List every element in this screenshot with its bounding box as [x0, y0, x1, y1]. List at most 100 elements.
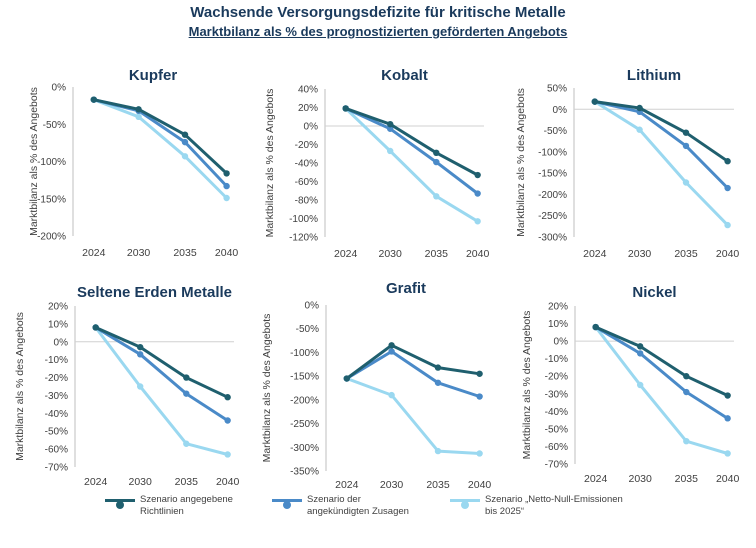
chart-ytick-1-3: -20% — [295, 140, 318, 151]
chart-ylabel-1: Marktbilanz als % des Angebots — [264, 89, 276, 238]
chart-ytick-4-6: -300% — [290, 443, 319, 454]
chart-point-1-1-1 — [386, 125, 394, 132]
chart-xtick-4-0: 2024 — [335, 479, 359, 491]
chart-ylabel-4: Marktbilanz als % des Angebots — [261, 314, 273, 463]
chart-ytick-0-0: 0% — [52, 83, 67, 94]
chart-point-2-0-2 — [682, 129, 690, 136]
legend-label-2b: angekündigten Zusagen — [307, 506, 409, 517]
chart-point-4-2-3 — [476, 450, 483, 457]
chart-xtick-1-3: 2040 — [466, 248, 490, 260]
chart-ytick-1-5: -60% — [295, 177, 318, 188]
chart-series-line-4-0 — [345, 343, 480, 380]
chart-ytick-1-7: -100% — [289, 214, 318, 225]
chart-point-3-0-2 — [183, 374, 190, 381]
chart-xtick-3-2: 2035 — [175, 476, 199, 488]
main-title: Wachsende Versorgungsdefizite für kritis… — [190, 4, 566, 21]
chart-ytick-3-9: -70% — [45, 463, 68, 474]
chart-ytick-1-8: -120% — [289, 233, 318, 244]
chart-point-4-2-1 — [388, 391, 395, 399]
chart-point-2-0-0 — [591, 98, 598, 105]
chart-ylabel-5: Marktbilanz als % des Angebots — [521, 311, 533, 460]
chart-ytick-2-7: -300% — [538, 233, 567, 244]
chart-ytick-3-3: -10% — [45, 355, 68, 366]
chart-series-line-2-2 — [594, 100, 729, 227]
chart-ytick-0-2: -100% — [37, 157, 66, 168]
chart-point-1-0-3 — [474, 171, 481, 179]
chart-point-5-1-3 — [724, 415, 731, 422]
chart-ytick-3-6: -40% — [45, 409, 68, 420]
legend-label-3b: bis 2025“ — [485, 506, 525, 517]
chart-ylabel-0: Marktbilanz als % des Angebots — [28, 87, 40, 236]
chart-point-1-0-2 — [433, 149, 440, 157]
chart-title-4: Grafit — [386, 280, 426, 297]
chart-point-1-2-3 — [474, 218, 481, 225]
chart-xtick-0-2: 2035 — [173, 247, 197, 259]
chart-point-1-1-2 — [433, 158, 440, 166]
chart-series-line-5-2 — [594, 326, 729, 455]
chart-point-3-2-1 — [136, 383, 144, 390]
chart-xtick-0-1: 2030 — [127, 247, 151, 259]
chart-series-line-5-1 — [594, 325, 729, 420]
chart-series-line-0-0 — [93, 98, 228, 175]
chart-title-5: Nickel — [632, 284, 676, 301]
chart-ytick-0-4: -200% — [37, 232, 66, 243]
chart-point-2-2-1 — [636, 126, 643, 133]
chart-ytick-3-7: -50% — [45, 427, 68, 438]
chart-ytick-5-9: -70% — [545, 460, 568, 471]
chart-ylabel-3: Marktbilanz als % des Angebots — [14, 312, 26, 461]
chart-xtick-0-3: 2040 — [215, 247, 239, 259]
chart-point-2-0-3 — [724, 158, 731, 165]
chart-point-5-0-0 — [592, 323, 599, 331]
chart-point-1-0-1 — [386, 120, 394, 128]
chart-ytick-3-1: 10% — [48, 319, 68, 330]
chart-title-3: Seltene Erden Metalle — [77, 284, 232, 301]
chart-point-4-1-3 — [476, 393, 483, 400]
chart-point-4-1-1 — [388, 348, 395, 355]
chart-xtick-3-0: 2024 — [84, 476, 108, 488]
chart-series-line-2-1 — [594, 100, 729, 190]
chart-ytick-5-8: -60% — [545, 442, 568, 453]
chart-xtick-2-1: 2030 — [628, 248, 652, 260]
chart-ytick-4-7: -350% — [290, 467, 319, 478]
chart-point-5-2-1 — [636, 381, 644, 389]
chart-xtick-1-2: 2035 — [425, 248, 449, 260]
chart-series-line-1-0 — [345, 106, 479, 177]
chart-point-0-1-3 — [223, 182, 230, 190]
chart-point-3-1-2 — [183, 390, 190, 397]
chart-point-4-2-2 — [434, 447, 442, 455]
chart-ytick-3-5: -30% — [45, 391, 68, 402]
chart-ylabel-2: Marktbilanz als % des Angebots — [515, 88, 527, 237]
chart-point-5-0-2 — [683, 373, 690, 380]
chart-title-0: Kupfer — [129, 67, 177, 84]
chart-point-4-0-1 — [388, 342, 395, 349]
chart-xtick-2-0: 2024 — [583, 248, 607, 260]
chart-point-1-2-1 — [386, 147, 394, 155]
chart-point-3-1-1 — [136, 351, 144, 358]
chart-ytick-3-4: -20% — [45, 373, 68, 384]
chart-point-2-1-2 — [682, 142, 690, 150]
chart-ytick-4-0: 0% — [305, 301, 320, 312]
chart-point-0-0-1 — [135, 106, 142, 113]
chart-point-0-0-0 — [90, 96, 98, 103]
chart-ytick-1-0: 40% — [298, 85, 318, 96]
chart-xtick-5-2: 2035 — [675, 473, 699, 485]
chart-point-4-1-2 — [434, 379, 442, 386]
chart-point-0-0-3 — [223, 170, 230, 177]
chart-point-1-0-0 — [342, 105, 349, 112]
chart-xtick-3-1: 2030 — [129, 476, 153, 488]
chart-point-2-0-1 — [636, 104, 643, 112]
chart-ytick-4-1: -50% — [296, 324, 319, 335]
chart-xtick-0-0: 2024 — [82, 247, 106, 259]
legend-label-1a: Szenario angegebene — [140, 494, 233, 505]
chart-xtick-2-2: 2035 — [674, 248, 698, 260]
chart-point-3-0-1 — [136, 343, 144, 351]
chart-series-line-3-0 — [95, 326, 229, 399]
chart-point-3-2-3 — [224, 451, 231, 458]
chart-ytick-3-2: 0% — [54, 337, 69, 348]
chart-ytick-0-3: -150% — [37, 194, 66, 205]
chart-title-2: Lithium — [627, 67, 681, 84]
chart-point-0-0-2 — [181, 131, 189, 138]
chart-xtick-2-3: 2040 — [716, 248, 740, 260]
chart-xtick-3-3: 2040 — [216, 476, 240, 488]
chart-xtick-5-1: 2030 — [629, 473, 653, 485]
